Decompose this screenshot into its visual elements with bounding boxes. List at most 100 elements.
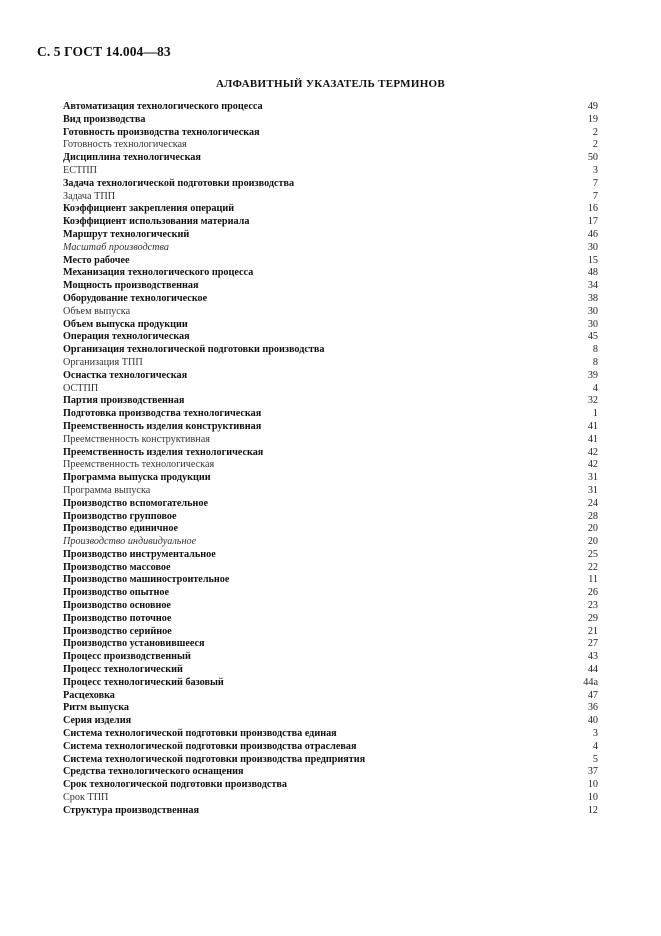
entry-page-number: 48 xyxy=(587,267,598,279)
index-entry: Дисциплина технологическая 50 xyxy=(63,152,598,165)
index-entry: Структура производственная 12 xyxy=(63,805,598,818)
entry-page-number: 31 xyxy=(587,484,598,496)
index-entry: Коэффициент закрепления операций 16 xyxy=(63,203,598,216)
entry-page-number: 27 xyxy=(587,638,598,650)
entry-term: Оборудование технологическое xyxy=(63,292,208,304)
entry-page-number: 1 xyxy=(592,408,598,420)
entry-page-number: 28 xyxy=(587,510,598,522)
index-entry: Производство основное 23 xyxy=(63,600,598,613)
entry-page-number: 23 xyxy=(587,600,598,612)
index-entry: Производство индивидуальное 20 xyxy=(63,536,598,549)
entry-term: Масштаб производства xyxy=(63,241,169,253)
index-title: АЛФАВИТНЫЙ УКАЗАТЕЛЬ ТЕРМИНОВ xyxy=(215,78,446,90)
entry-page-number: 5 xyxy=(592,753,598,765)
index-entry: Преемственность конструктивная 41 xyxy=(63,434,598,447)
index-entry: Производство единичное 20 xyxy=(63,523,598,536)
index-entry: Серия изделия 40 xyxy=(63,715,598,728)
entry-term: Система технологической подготовки произ… xyxy=(63,740,357,752)
index-entry: Производство опытное 26 xyxy=(63,587,598,600)
entry-page-number: 12 xyxy=(587,804,598,816)
index-entry: Оснастка технологическая 39 xyxy=(63,370,598,383)
entry-term: Производство вспомогательное xyxy=(63,497,209,509)
entry-term: Производство индивидуальное xyxy=(63,536,197,548)
entry-term: Дисциплина технологическая xyxy=(63,152,201,164)
entry-page-number: 8 xyxy=(592,356,598,368)
entry-term: Расцеховка xyxy=(63,689,115,701)
entry-page-number: 2 xyxy=(592,126,598,138)
index-entry: Маршрут технологический 46 xyxy=(63,229,598,242)
entry-page-number: 3 xyxy=(592,728,598,740)
index-entry: Ритм выпуска 36 xyxy=(63,702,598,715)
entry-term: Процесс технологический базовый xyxy=(63,676,224,688)
index-entry: Производство инструментальное 25 xyxy=(63,549,598,562)
entry-page-number: 10 xyxy=(587,779,598,791)
entry-term: Партия производственная xyxy=(63,395,185,407)
index-entry: Подготовка производства технологическая 1 xyxy=(63,408,598,421)
entry-page-number: 2 xyxy=(592,139,598,151)
entry-term: Оснастка технологическая xyxy=(63,369,188,381)
entry-page-number: 38 xyxy=(587,292,598,304)
index-entry: ОСТПП 4 xyxy=(63,383,598,396)
entry-page-number: 32 xyxy=(587,395,598,407)
entry-page-number: 30 xyxy=(587,318,598,330)
index-entry: Производство массовое 22 xyxy=(63,562,598,575)
entry-page-number: 20 xyxy=(587,523,598,535)
entry-term: Подготовка производства технологическая xyxy=(63,408,262,420)
index-entry: Производство серийное 21 xyxy=(63,626,598,639)
entry-page-number: 17 xyxy=(587,216,598,228)
entry-term: Организация ТПП xyxy=(63,356,143,368)
index-entry: Срок ТПП 10 xyxy=(63,792,598,805)
entry-page-number: 30 xyxy=(587,241,598,253)
entry-page-number: 41 xyxy=(587,433,598,445)
entry-term: Мощность производственная xyxy=(63,280,199,292)
index-entry: Мощность производственная 34 xyxy=(63,280,598,293)
entry-term: Производство поточное xyxy=(63,612,172,624)
entry-term: Производство машиностроительное xyxy=(63,574,230,586)
entry-term: Процесс производственный xyxy=(63,651,191,663)
entry-term: Структура производственная xyxy=(63,804,199,816)
entry-term: Производство инструментальное xyxy=(63,548,216,560)
index-entry: Объем выпуска 30 xyxy=(63,306,598,319)
entry-term: Срок технологической подготовки производ… xyxy=(63,779,287,791)
entry-page-number: 4 xyxy=(592,740,598,752)
index-entry: Процесс технологический 44 xyxy=(63,664,598,677)
entry-term: Программа выпуска продукции xyxy=(63,472,211,484)
entry-page-number: 11 xyxy=(588,574,598,586)
index-entry: Производство поточное 29 xyxy=(63,613,598,626)
index-entry: Процесс технологический базовый 44а xyxy=(63,677,598,690)
entry-term: Преемственность конструктивная xyxy=(63,433,210,445)
index-entry: Преемственность изделия технологическая 4… xyxy=(63,447,598,460)
entry-term: Преемственность изделия конструктивная xyxy=(63,420,262,432)
entry-page-number: 42 xyxy=(587,459,598,471)
entry-term: Операция технологическая xyxy=(63,331,190,343)
index-entry: Задача технологической подготовки произв… xyxy=(63,178,598,191)
index-entry: Производство машиностроительное 11 xyxy=(63,574,598,587)
entry-term: Производство основное xyxy=(63,600,171,612)
entry-page-number: 10 xyxy=(587,792,598,804)
index-entry: Преемственность технологическая 42 xyxy=(63,459,598,472)
entry-page-number: 37 xyxy=(587,766,598,778)
entry-term: Преемственность технологическая xyxy=(63,459,215,471)
entry-term: Серия изделия xyxy=(63,715,132,727)
entry-term: Место рабочее xyxy=(63,254,130,266)
entry-page-number: 21 xyxy=(587,625,598,637)
entry-term: Ритм выпуска xyxy=(63,702,130,714)
entry-page-number: 22 xyxy=(587,561,598,573)
index-entry: Производство групповое 28 xyxy=(63,511,598,524)
entry-term: Производство единичное xyxy=(63,523,179,535)
entry-page-number: 7 xyxy=(592,190,598,202)
entry-term: Срок ТПП xyxy=(63,792,109,804)
entry-term: Производство массовое xyxy=(63,561,171,573)
entry-term: Организация технологической подготовки п… xyxy=(63,344,325,356)
index-entry: Программа выпуска продукции 31 xyxy=(63,472,598,485)
entry-term: Автоматизация технологического процесса xyxy=(63,101,263,112)
index-entry: Процесс производственный 43 xyxy=(63,651,598,664)
entry-term: Производство серийное xyxy=(63,625,172,637)
index-entry: Срок технологической подготовки производ… xyxy=(63,779,598,792)
index-entry: Преемственность изделия конструктивная 41 xyxy=(63,421,598,434)
entry-term: Система технологической подготовки произ… xyxy=(63,753,366,765)
entry-term: Коэффициент закрепления операций xyxy=(63,203,235,215)
index-entry: Система технологической подготовки произ… xyxy=(63,741,598,754)
entry-page-number: 31 xyxy=(587,472,598,484)
entry-term: Объем выпуска продукции xyxy=(63,318,188,330)
